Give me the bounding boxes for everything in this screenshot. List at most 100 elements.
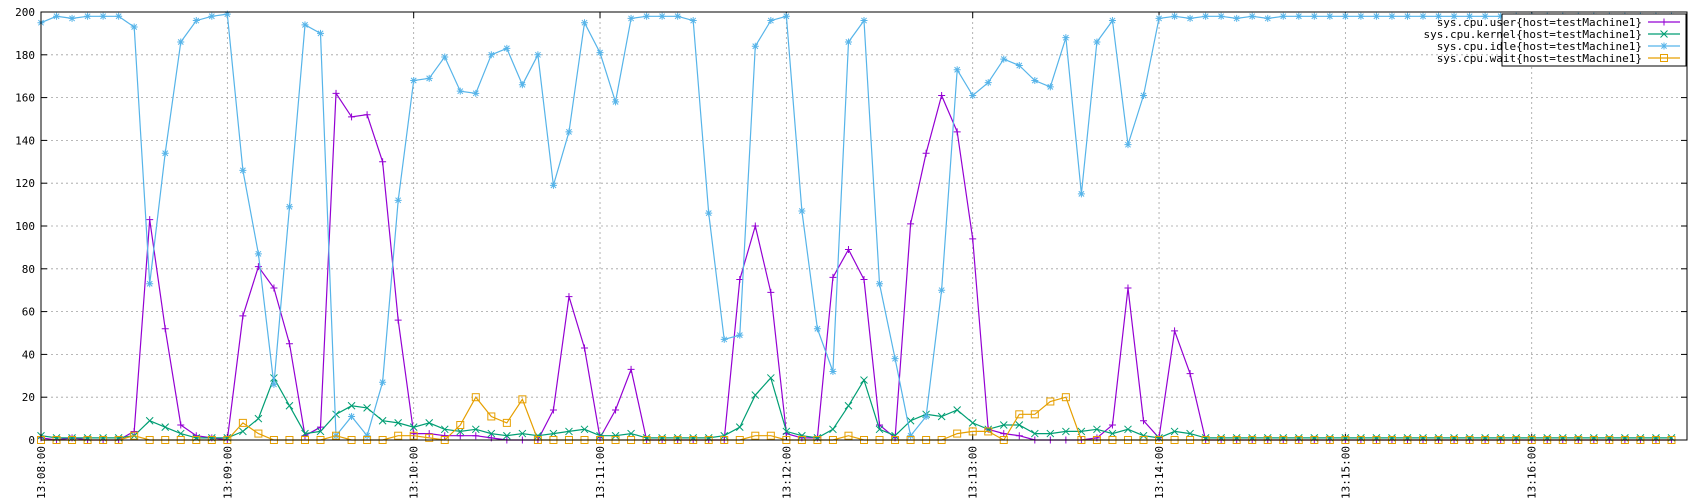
data-point — [1124, 284, 1132, 292]
data-point — [502, 431, 511, 440]
data-point — [53, 12, 61, 20]
data-point — [766, 431, 775, 440]
data-point — [534, 51, 542, 59]
data-point — [270, 380, 278, 388]
data-point — [953, 128, 961, 136]
data-point — [1202, 12, 1210, 20]
data-point — [1046, 429, 1055, 438]
data-point — [999, 421, 1008, 429]
data-point — [1217, 12, 1225, 20]
data-point — [860, 276, 868, 283]
data-point — [751, 222, 759, 230]
data-point — [440, 425, 449, 434]
data-point — [1186, 370, 1194, 378]
data-point — [254, 250, 262, 258]
data-point — [580, 425, 589, 434]
data-point — [1124, 425, 1132, 434]
data-point — [317, 423, 325, 431]
y-tick-label: 80 — [22, 263, 35, 276]
y-tick-label: 20 — [22, 391, 35, 404]
data-point — [891, 355, 899, 363]
data-point — [1015, 62, 1023, 69]
data-point — [844, 401, 853, 410]
data-point — [720, 431, 729, 440]
x-tick-label: 13:08:00 — [35, 446, 48, 499]
data-point — [1093, 38, 1101, 46]
data-point — [1372, 12, 1380, 20]
data-point — [317, 29, 325, 37]
y-tick-label: 120 — [15, 177, 35, 190]
data-point — [1186, 429, 1194, 438]
data-point — [1466, 12, 1474, 20]
data-point — [876, 421, 884, 429]
data-point — [1248, 12, 1256, 20]
series-2 — [37, 10, 1675, 440]
data-point — [394, 419, 403, 427]
data-point — [425, 419, 434, 427]
data-point — [471, 393, 480, 402]
series-3 — [37, 393, 1676, 444]
data-point — [689, 17, 697, 25]
data-point — [208, 12, 216, 20]
data-point — [612, 98, 620, 106]
data-point — [844, 431, 853, 440]
data-point — [1326, 12, 1334, 20]
data-point — [1139, 431, 1148, 440]
series-line — [40, 13, 1672, 438]
data-point — [953, 406, 962, 414]
data-point — [751, 391, 760, 399]
data-point — [596, 431, 604, 440]
data-point — [627, 365, 635, 373]
data-point — [130, 431, 139, 440]
x-tick-label: 13:12:00 — [780, 446, 793, 499]
data-point — [1497, 12, 1505, 20]
data-point — [456, 421, 465, 430]
data-point — [674, 12, 682, 20]
data-point — [1031, 76, 1039, 84]
data-point — [549, 181, 557, 189]
data-point — [1046, 83, 1054, 91]
data-point — [643, 12, 651, 20]
data-point — [720, 335, 728, 343]
data-point — [1000, 430, 1008, 438]
data-point — [968, 419, 977, 427]
legend-marker — [1660, 30, 1668, 38]
data-point — [767, 288, 775, 296]
data-point — [145, 416, 154, 425]
data-point — [1030, 429, 1039, 438]
y-tick-label: 40 — [22, 348, 35, 361]
data-point — [596, 49, 604, 57]
data-point — [751, 42, 759, 50]
data-point — [161, 325, 169, 333]
data-point — [409, 431, 418, 440]
data-point — [68, 14, 76, 22]
data-point — [953, 66, 961, 74]
data-point — [456, 427, 465, 436]
data-point — [565, 293, 573, 301]
data-point — [1061, 393, 1070, 402]
data-point — [99, 12, 107, 20]
data-point — [1310, 12, 1318, 20]
data-point — [441, 53, 449, 61]
data-point — [363, 432, 371, 440]
data-point — [1062, 34, 1070, 42]
data-point — [146, 216, 154, 224]
legend-box — [1501, 13, 1687, 67]
data-point — [177, 421, 185, 429]
data-point — [627, 14, 635, 22]
series-0 — [37, 89, 1675, 444]
data-point — [1140, 417, 1148, 425]
series-line — [40, 376, 1672, 439]
data-point — [518, 395, 527, 404]
data-point — [115, 12, 123, 20]
data-point — [736, 331, 744, 339]
data-point — [348, 412, 356, 420]
data-point — [766, 374, 775, 382]
x-axis-ticks: 13:08:00 13:09:00 13:10:00 13:11:00 13:12:00… — [35, 12, 1539, 499]
data-point — [394, 431, 403, 440]
data-point — [891, 431, 899, 440]
legend-label: sys.cpu.wait{host=testMachine1} — [1437, 52, 1642, 65]
data-point — [767, 17, 775, 25]
x-tick-label: 13:10:00 — [408, 446, 421, 499]
